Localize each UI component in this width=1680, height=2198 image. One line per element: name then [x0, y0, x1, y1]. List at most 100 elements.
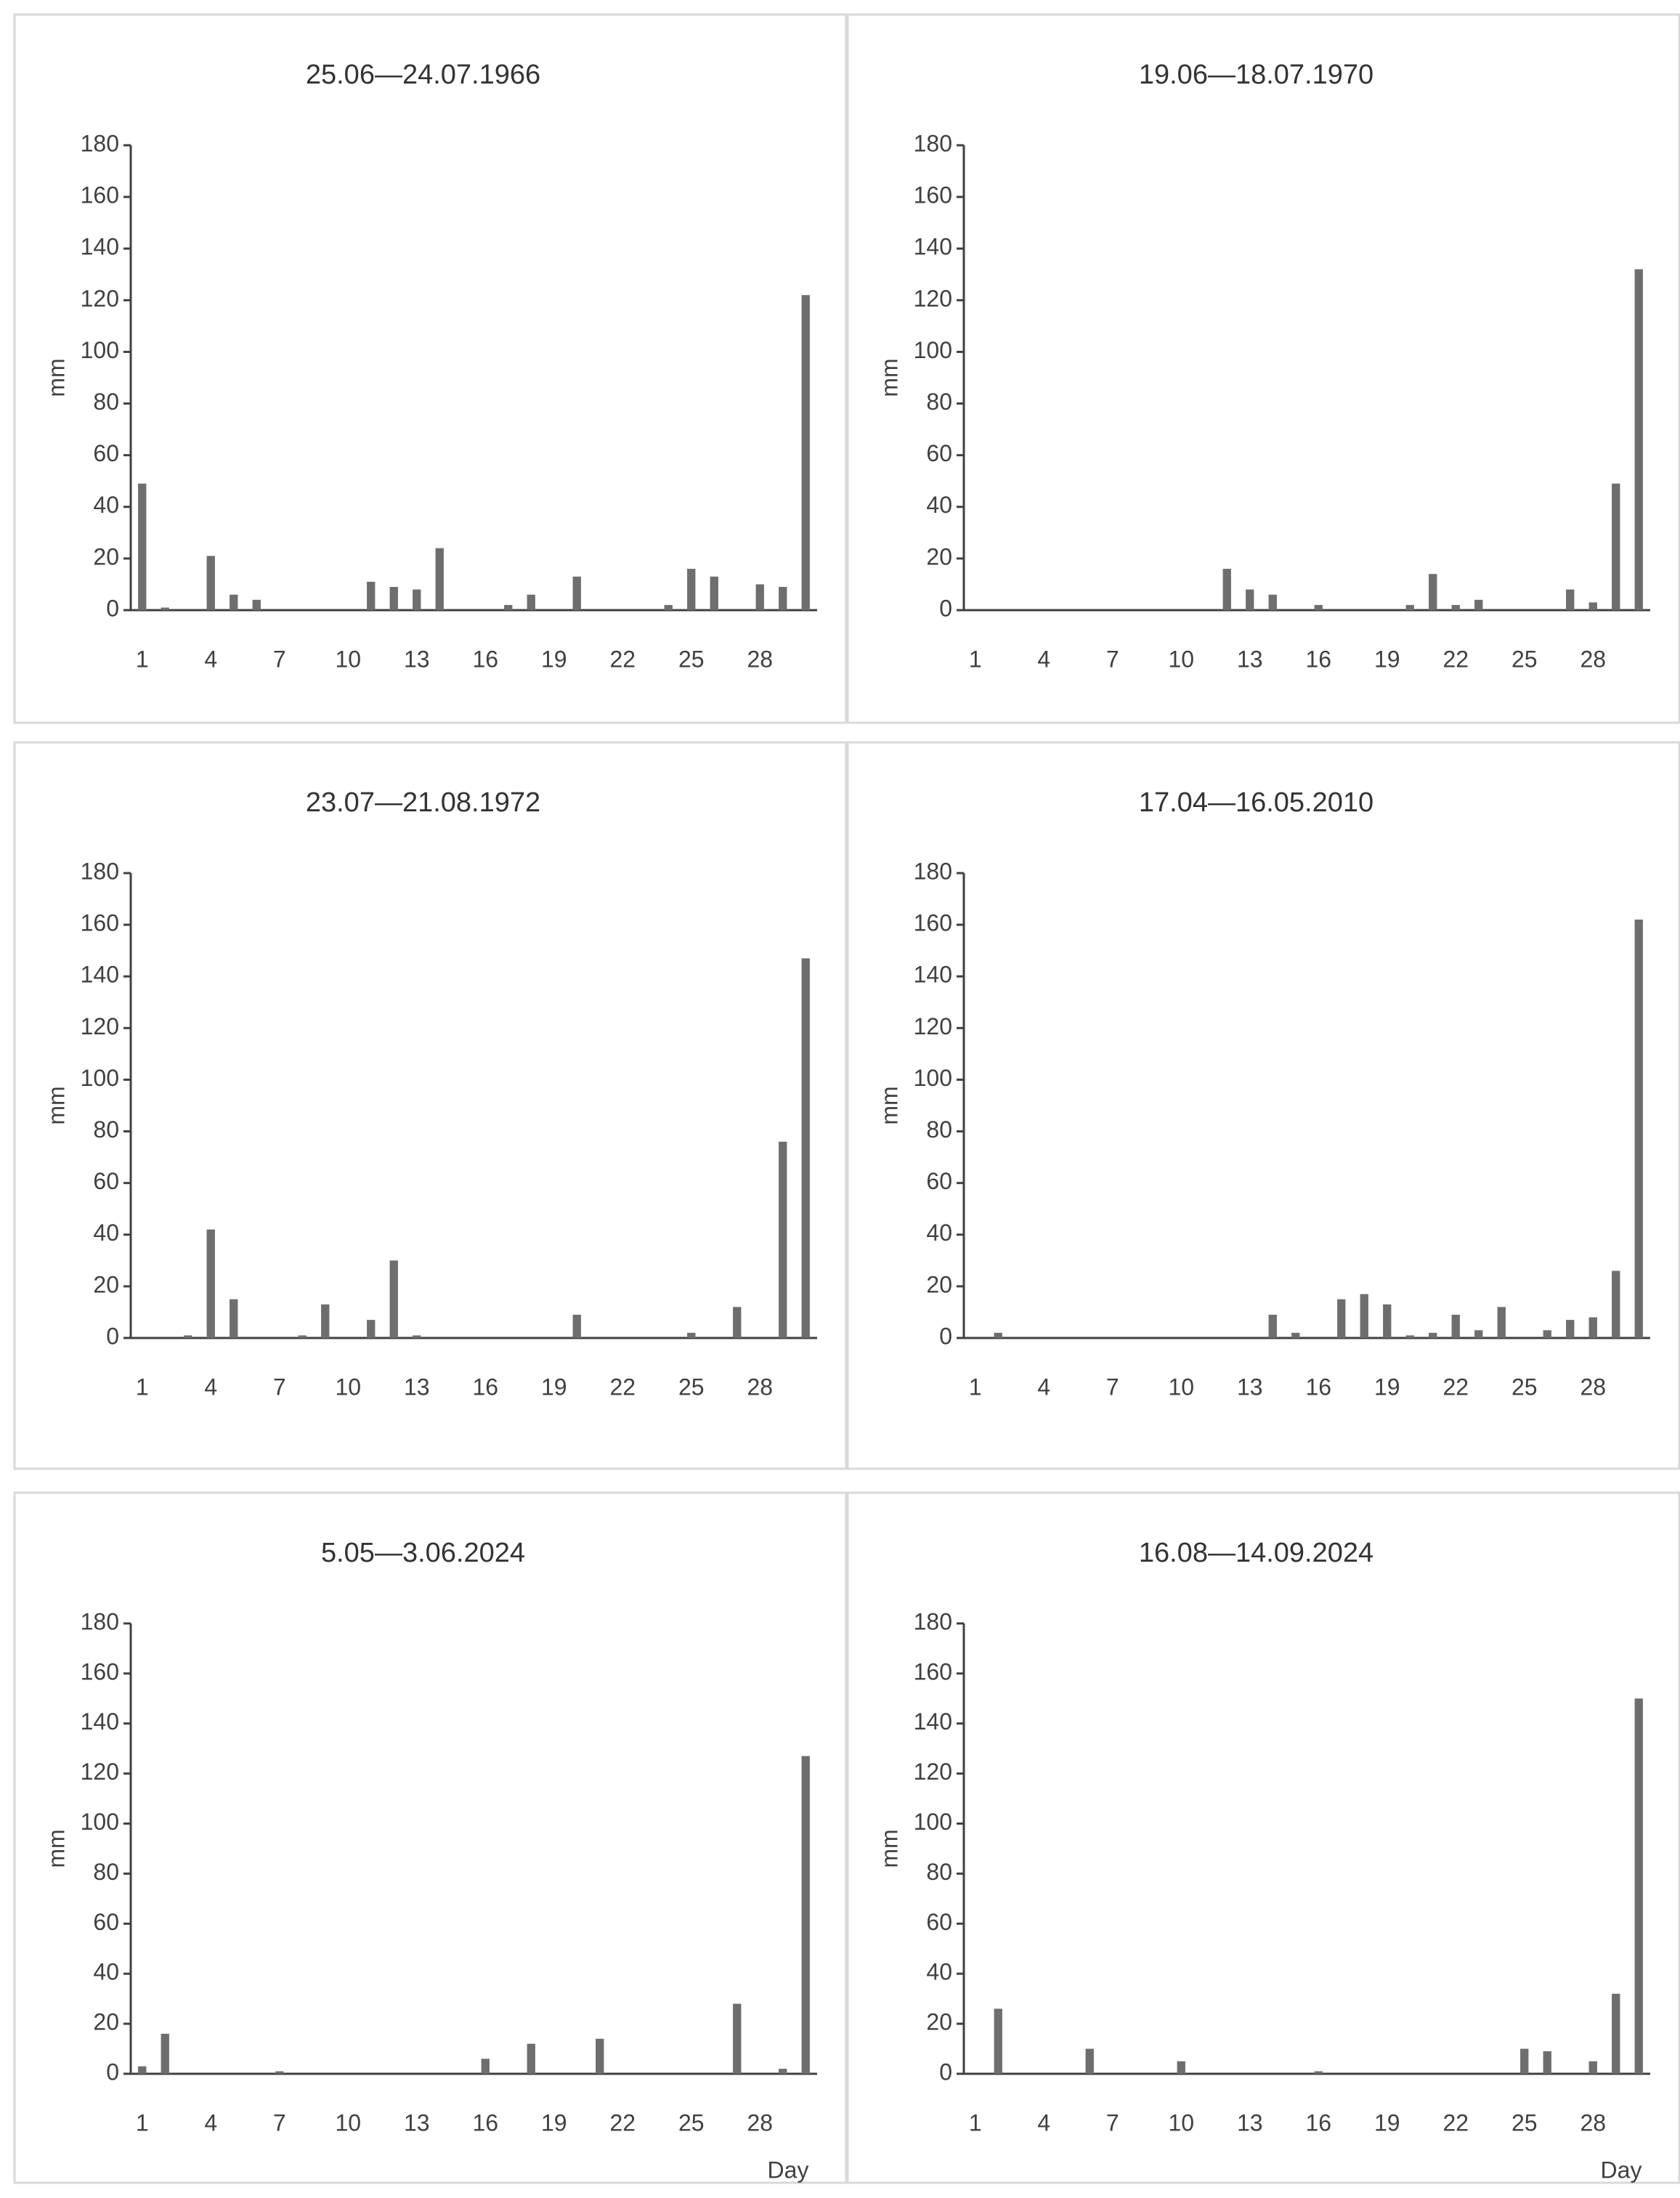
- y-tick-label: 60: [93, 440, 119, 466]
- x-tick-label: 1: [969, 1374, 982, 1400]
- y-tick-label: 0: [939, 2059, 952, 2085]
- x-tick-label: 25: [678, 1374, 705, 1400]
- bar: [687, 569, 696, 610]
- bar: [1360, 1294, 1368, 1338]
- x-tick-label: 19: [1374, 2109, 1400, 2136]
- bar: [1222, 569, 1231, 610]
- y-tick-label: 180: [914, 130, 952, 156]
- bar: [389, 1260, 398, 1338]
- x-tick-label: 28: [1580, 1374, 1606, 1400]
- x-tick-label: 10: [1168, 646, 1194, 672]
- bar: [413, 1335, 421, 1338]
- x-tick-label: 7: [273, 1374, 286, 1400]
- x-tick-label: 25: [1511, 1374, 1538, 1400]
- x-tick-label: 1: [969, 646, 982, 672]
- bar: [1314, 2071, 1323, 2074]
- y-tick-label: 160: [81, 910, 119, 936]
- bar: [1634, 269, 1643, 610]
- x-tick-label: 16: [1305, 2109, 1331, 2136]
- x-tick-label: 10: [335, 2109, 361, 2136]
- x-tick-label: 4: [204, 646, 217, 672]
- x-tick-label: 19: [541, 1374, 567, 1400]
- bar: [1634, 920, 1643, 1338]
- x-tick-label: 19: [541, 2109, 567, 2136]
- bar: [1588, 1317, 1597, 1338]
- y-tick-label: 40: [93, 492, 119, 518]
- x-axis-label: Day: [768, 2157, 809, 2183]
- x-tick-label: 22: [609, 646, 636, 672]
- bar: [413, 589, 421, 610]
- bar: [1474, 599, 1483, 610]
- bar: [1612, 1993, 1620, 2074]
- y-tick-label: 20: [93, 543, 119, 569]
- bar: [664, 604, 673, 610]
- x-tick-label: 22: [609, 2109, 636, 2136]
- y-tick-label: 140: [914, 962, 952, 988]
- bar: [138, 2066, 147, 2074]
- panel-border: [13, 1491, 848, 2184]
- x-tick-label: 25: [678, 646, 705, 672]
- bar: [1383, 1304, 1392, 1338]
- bar: [184, 1335, 192, 1338]
- bar: [161, 2033, 169, 2074]
- y-tick-label: 20: [926, 543, 952, 569]
- y-axis-label: mm: [43, 1829, 69, 1868]
- y-tick-label: 60: [93, 1168, 119, 1194]
- x-tick-label: 16: [1305, 646, 1331, 672]
- x-tick-label: 16: [472, 2109, 498, 2136]
- x-tick-label: 1: [969, 2109, 982, 2136]
- y-axis-label: mm: [876, 358, 902, 397]
- bar: [1566, 589, 1575, 610]
- chart-title: 17.04—16.05.2010: [1139, 787, 1373, 818]
- x-tick-label: 4: [1037, 646, 1050, 672]
- x-tick-label: 22: [1442, 2109, 1469, 2136]
- x-tick-label: 19: [541, 646, 567, 672]
- y-tick-label: 80: [93, 1859, 119, 1885]
- y-axis-label: mm: [43, 358, 69, 397]
- y-tick-label: 60: [926, 440, 952, 466]
- bar: [138, 483, 147, 610]
- y-tick-label: 120: [81, 1759, 119, 1785]
- y-tick-label: 140: [81, 234, 119, 260]
- x-tick-label: 22: [1442, 1374, 1469, 1400]
- bar: [1314, 604, 1323, 610]
- bar: [801, 958, 810, 1338]
- y-tick-label: 80: [926, 389, 952, 415]
- bar: [710, 576, 718, 610]
- y-tick-label: 100: [914, 1065, 952, 1091]
- bar: [1429, 1332, 1437, 1338]
- y-tick-label: 20: [926, 2009, 952, 2035]
- bar: [1451, 1315, 1460, 1338]
- x-tick-label: 13: [1237, 2109, 1263, 2136]
- bar: [1405, 1335, 1414, 1338]
- bar: [252, 599, 261, 610]
- chart-title: 25.06—24.07.1966: [306, 60, 540, 90]
- bar: [596, 2038, 604, 2074]
- bar: [435, 548, 444, 610]
- bar: [1429, 574, 1437, 610]
- bar: [1177, 2061, 1185, 2074]
- y-tick-label: 140: [81, 962, 119, 988]
- x-axis-label: Day: [1601, 2157, 1642, 2183]
- bar: [230, 594, 238, 610]
- bar: [733, 2003, 742, 2074]
- y-tick-label: 100: [81, 1809, 119, 1835]
- panel-border: [13, 13, 848, 724]
- x-tick-label: 25: [678, 2109, 705, 2136]
- x-tick-label: 7: [1106, 646, 1119, 672]
- chart-title: 16.08—14.09.2024: [1139, 1538, 1373, 1568]
- bar: [572, 576, 581, 610]
- bar: [572, 1315, 581, 1338]
- y-tick-label: 160: [81, 1658, 119, 1684]
- bar: [206, 1229, 215, 1338]
- bar: [1268, 594, 1277, 610]
- y-tick-label: 160: [914, 910, 952, 936]
- bar: [1520, 2048, 1529, 2074]
- y-tick-label: 60: [93, 1909, 119, 1935]
- bar: [1405, 604, 1414, 610]
- x-tick-label: 28: [747, 1374, 773, 1400]
- bar: [779, 1141, 787, 1338]
- bar: [1474, 1330, 1483, 1338]
